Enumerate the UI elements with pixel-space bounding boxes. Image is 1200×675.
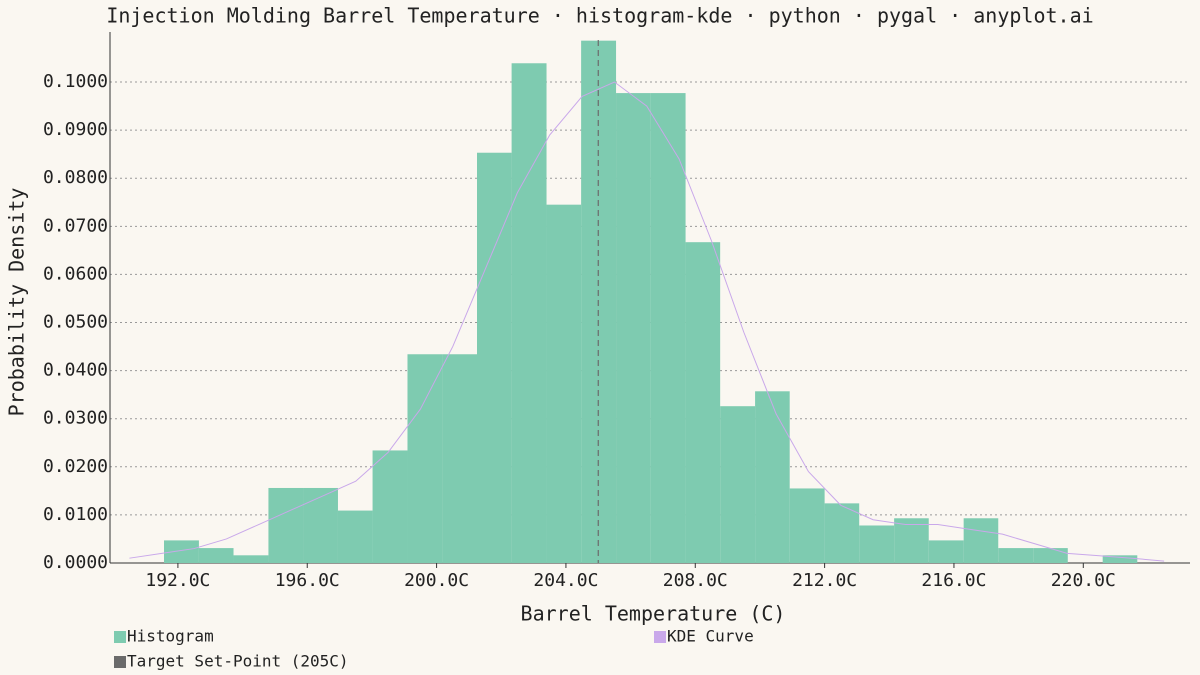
histogram-bar [164, 540, 199, 563]
x-tick-label: 212.0C [792, 570, 857, 591]
legend-label: KDE Curve [667, 627, 754, 646]
kde-curve [129, 81, 1165, 562]
histogram-bar [720, 406, 756, 563]
x-tick-label: 196.0C [275, 570, 340, 591]
legend-label: Histogram [127, 627, 214, 646]
histogram-bar [616, 93, 651, 564]
y-tick-label: 0.0000 [43, 552, 108, 573]
histogram-bar [928, 540, 964, 563]
y-tick-label: 0.0800 [43, 167, 108, 188]
x-tick-label: 220.0C [1051, 570, 1116, 591]
histogram-bar [198, 548, 234, 563]
histogram-bar [1102, 555, 1138, 563]
histogram-bar [894, 518, 929, 563]
y-tick-label: 0.0900 [43, 119, 108, 140]
x-axis-label: Barrel Temperature (C) [521, 602, 786, 626]
y-tick-label: 0.0500 [43, 312, 108, 333]
x-tick-label: 216.0C [921, 570, 986, 591]
histogram-bar [546, 204, 582, 563]
histogram-bar [824, 503, 860, 563]
y-tick-label: 0.0400 [43, 360, 108, 381]
histogram-bar [859, 525, 895, 563]
legend-swatch [114, 631, 126, 643]
histogram-bar [372, 450, 408, 563]
chart-title: Injection Molding Barrel Temperature · h… [106, 4, 1093, 28]
histogram-bar [337, 510, 373, 563]
legend-label: Target Set-Point (205C) [127, 652, 349, 671]
histogram-bar [233, 555, 269, 563]
y-tick-label: 0.0200 [43, 456, 108, 477]
legend-swatch [654, 631, 666, 643]
histogram-bar [268, 487, 304, 563]
y-tick-label: 0.0600 [43, 263, 108, 284]
x-tick-label: 192.0C [145, 570, 210, 591]
histogram-bar [789, 488, 825, 563]
histogram-bar [650, 93, 686, 564]
histogram-bar [963, 518, 999, 563]
histogram-bar [685, 242, 721, 563]
histogram-bar [998, 548, 1034, 563]
histogram-bar [511, 63, 547, 564]
y-axis-label: Probability Density [5, 188, 29, 417]
y-tick-label: 0.0100 [43, 504, 108, 525]
histogram-bar [755, 391, 790, 563]
histogram-bar [1033, 548, 1068, 563]
histogram-bar [303, 487, 338, 563]
x-tick-label: 200.0C [404, 570, 469, 591]
y-tick-label: 0.1000 [43, 71, 108, 92]
legend-swatch [114, 656, 126, 668]
x-tick-label: 204.0C [533, 570, 598, 591]
y-tick-label: 0.0300 [43, 408, 108, 429]
x-tick-label: 208.0C [663, 570, 728, 591]
histogram-bar [407, 354, 443, 563]
histogram-bar [442, 354, 478, 563]
y-tick-label: 0.0700 [43, 215, 108, 236]
histogram-bar [477, 152, 512, 564]
